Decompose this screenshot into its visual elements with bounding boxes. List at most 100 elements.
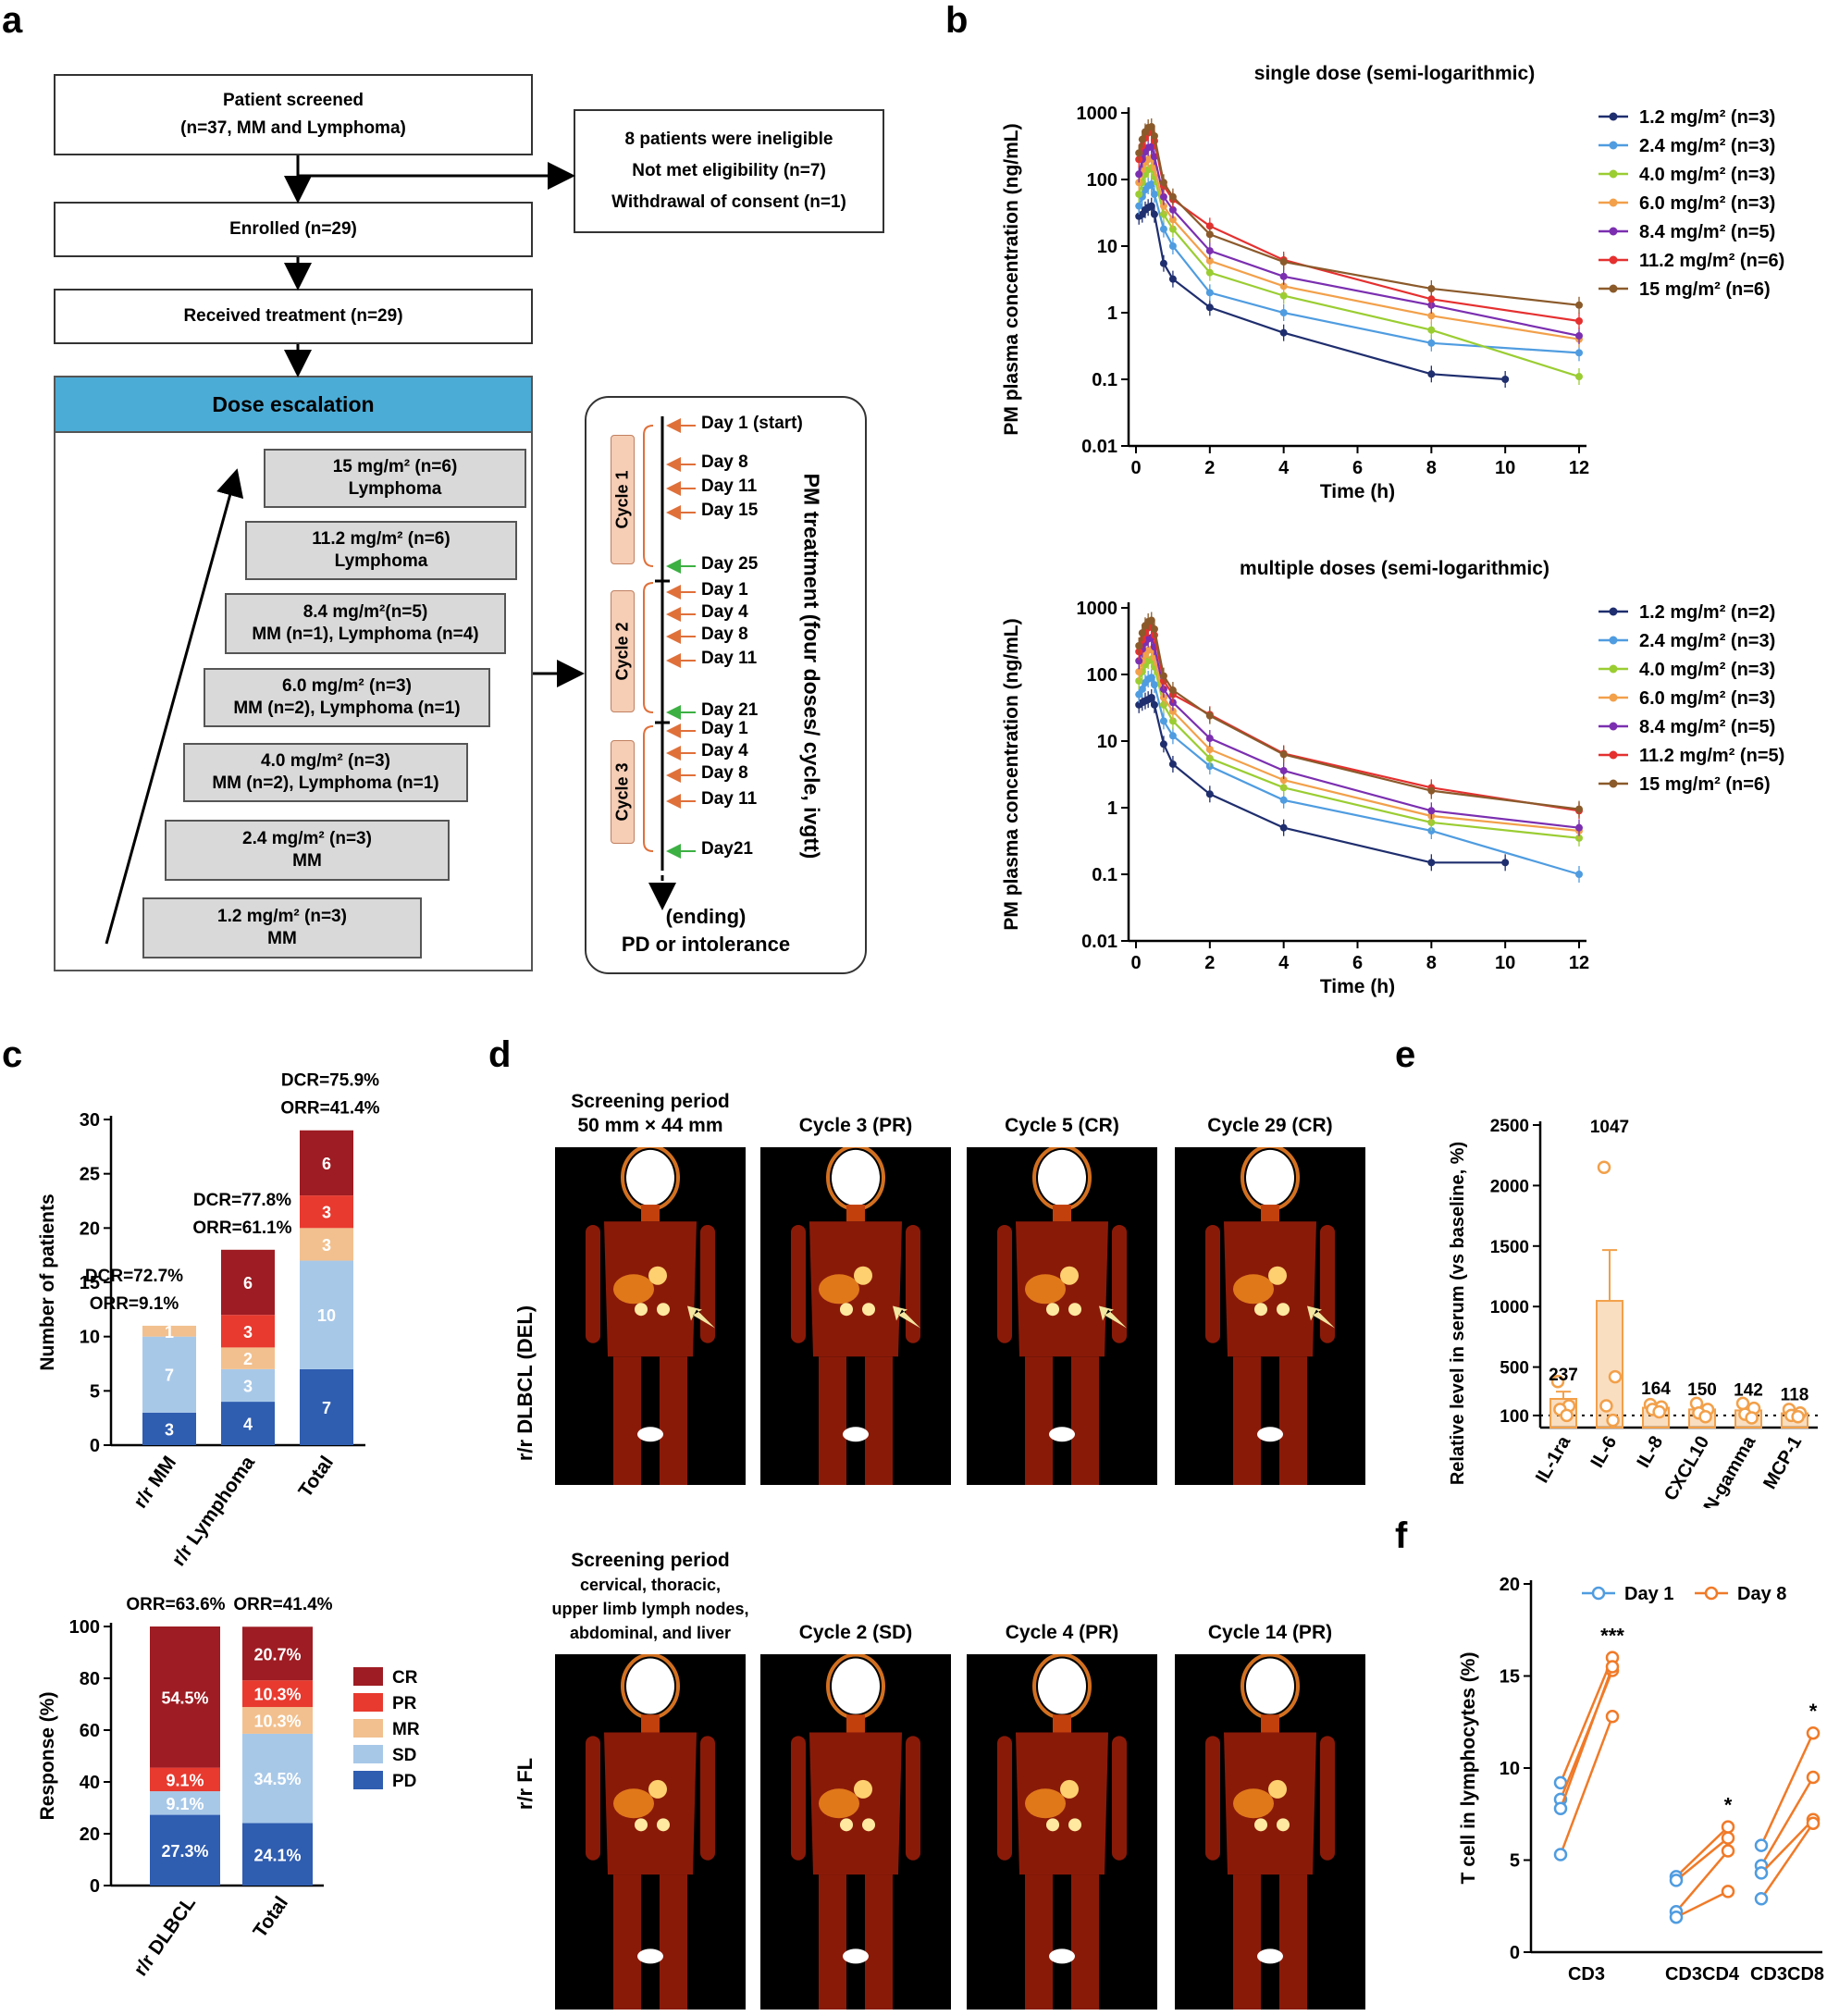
data-point bbox=[1168, 717, 1177, 725]
scan-title: Screening period cervical, thoracic, upper… bbox=[518, 1549, 783, 1645]
x-tick-label: 12 bbox=[1569, 953, 1589, 973]
bar-label: 3 bbox=[322, 1236, 331, 1255]
bar-label: 6 bbox=[322, 1155, 331, 1173]
data-point bbox=[1279, 282, 1288, 291]
orr-annotation: ORR=9.1% bbox=[90, 1294, 179, 1314]
data-point bbox=[1550, 1375, 1565, 1389]
legend-label: 4.0 mg/m² (n=3) bbox=[1639, 660, 1775, 680]
day1-point bbox=[1754, 1838, 1769, 1852]
x-tick-label: 10 bbox=[1495, 953, 1515, 973]
y-tick-label: 100 bbox=[1500, 1407, 1529, 1427]
value-label: 118 bbox=[1781, 1386, 1809, 1405]
data-point bbox=[1147, 693, 1155, 701]
pair-line bbox=[1759, 1732, 1815, 1847]
orr-annotation: ORR=41.4% bbox=[280, 1099, 379, 1119]
day-label: Day 8 bbox=[701, 452, 748, 472]
bar-label: 6 bbox=[243, 1274, 253, 1292]
bar-segment-CR bbox=[242, 1626, 313, 1681]
series-line bbox=[1138, 648, 1580, 833]
legend-label: 11.2 mg/m² (n=6) bbox=[1639, 251, 1784, 271]
body-silhouette bbox=[997, 1147, 1127, 1485]
scan-title-line: upper limb lymph nodes, bbox=[551, 1600, 749, 1618]
bar-label: 10.3% bbox=[253, 1713, 301, 1731]
orr-annotation: ORR=61.1% bbox=[192, 1218, 291, 1238]
y-tick-label: 0 bbox=[90, 1436, 100, 1456]
category-label: r/r Lymphoma bbox=[167, 1452, 259, 1570]
y-axis-label: PM plasma concentration (ng/mL) bbox=[1001, 123, 1022, 435]
legend-label: PD bbox=[392, 1772, 416, 1791]
value-label: 142 bbox=[1734, 1381, 1763, 1401]
bar-segment-PD bbox=[300, 1368, 353, 1445]
y-tick-label: 100 bbox=[1087, 665, 1117, 686]
legend-label: CR bbox=[392, 1668, 418, 1688]
dose-label: 4.0 mg/m² (n=3) bbox=[261, 751, 390, 771]
bar-segment-PD bbox=[150, 1814, 220, 1886]
data-point bbox=[1168, 242, 1177, 250]
schedule-box bbox=[585, 396, 867, 974]
series-line bbox=[1138, 125, 1580, 306]
day-label: Day 11 bbox=[701, 649, 758, 668]
data-point bbox=[1138, 685, 1146, 693]
pair-line bbox=[1559, 1666, 1614, 1810]
scan-title-line: Cycle 2 (SD) bbox=[798, 1622, 913, 1643]
y-tick-label: 2000 bbox=[1490, 1177, 1529, 1196]
category-label: Total bbox=[249, 1893, 292, 1942]
y-tick-label: 60 bbox=[80, 1721, 100, 1741]
data-point bbox=[1135, 202, 1143, 210]
x-tick-label: 12 bbox=[1569, 458, 1589, 478]
day8-point bbox=[1721, 1885, 1735, 1899]
dose-group: MM bbox=[267, 929, 297, 948]
cycle-label: Cycle 1 bbox=[612, 470, 632, 529]
pet-scan-image bbox=[760, 1654, 951, 2010]
y-tick-label: 1000 bbox=[1077, 104, 1118, 124]
day-label: Day 21 bbox=[701, 700, 759, 720]
data-point bbox=[1575, 373, 1583, 381]
bar-segment-PR bbox=[150, 1767, 220, 1792]
data-point bbox=[1279, 796, 1288, 804]
ineligible-line-2: Not met eligibility (n=7) bbox=[632, 161, 826, 180]
y-tick-label: 10 bbox=[1097, 732, 1117, 752]
series-6 bbox=[1135, 612, 1583, 818]
data-point bbox=[1135, 657, 1143, 665]
bar-label: 3 bbox=[243, 1377, 253, 1395]
x-tick-label: 6 bbox=[1352, 953, 1363, 973]
day1-point bbox=[1669, 1874, 1684, 1887]
day8-point bbox=[1806, 1725, 1821, 1740]
pair-line bbox=[1675, 1825, 1729, 1878]
data-point bbox=[1168, 760, 1177, 768]
data-point bbox=[1205, 745, 1214, 753]
y-tick-label: 1 bbox=[1107, 798, 1117, 819]
chart-title: single dose (semi-logarithmic) bbox=[1254, 63, 1535, 84]
scan-title: Cycle 14 (PR) bbox=[1138, 1621, 1402, 1645]
tcell-paired-chart: 0 5 10 15 20 T cell in lymphocytes (%) Day 1 Da… bbox=[1458, 1575, 1824, 1985]
data-point bbox=[1279, 328, 1288, 337]
row2-label: r/r FL bbox=[513, 1757, 537, 1811]
legend-marker bbox=[1609, 750, 1618, 760]
legend-label: 15 mg/m² (n=6) bbox=[1639, 279, 1771, 300]
body-silhouette bbox=[997, 1654, 1127, 2010]
cycle-badge: Cycle 3 bbox=[611, 740, 635, 844]
legend-label: Day 8 bbox=[1737, 1584, 1786, 1604]
legend-marker bbox=[1609, 141, 1618, 150]
day8-point bbox=[1605, 1710, 1620, 1724]
legend-marker bbox=[1609, 722, 1618, 731]
data-point bbox=[1279, 750, 1288, 759]
day8-point bbox=[1806, 1816, 1821, 1830]
legend-marker bbox=[1609, 198, 1618, 207]
body-silhouette bbox=[1205, 1654, 1335, 2010]
scan-title: Cycle 29 (CR) bbox=[1138, 1114, 1402, 1138]
data-point bbox=[1501, 376, 1510, 383]
data-point bbox=[1279, 766, 1288, 774]
bar-segment-PR bbox=[242, 1680, 313, 1708]
dose-escalation-header: Dose escalation bbox=[54, 376, 533, 433]
data-point bbox=[1205, 303, 1214, 312]
escalation-arrow bbox=[105, 468, 244, 945]
bar-label: 3 bbox=[165, 1420, 174, 1439]
bar-label: 3 bbox=[243, 1323, 253, 1342]
category-label: CD3CD8 bbox=[1750, 1964, 1824, 1985]
scan-title-line: Cycle 5 (CR) bbox=[1005, 1115, 1119, 1136]
scan-title-line: Cycle 29 (CR) bbox=[1207, 1115, 1333, 1136]
x-tick-label: 4 bbox=[1278, 953, 1290, 973]
cycle-label: Cycle 3 bbox=[612, 762, 632, 822]
